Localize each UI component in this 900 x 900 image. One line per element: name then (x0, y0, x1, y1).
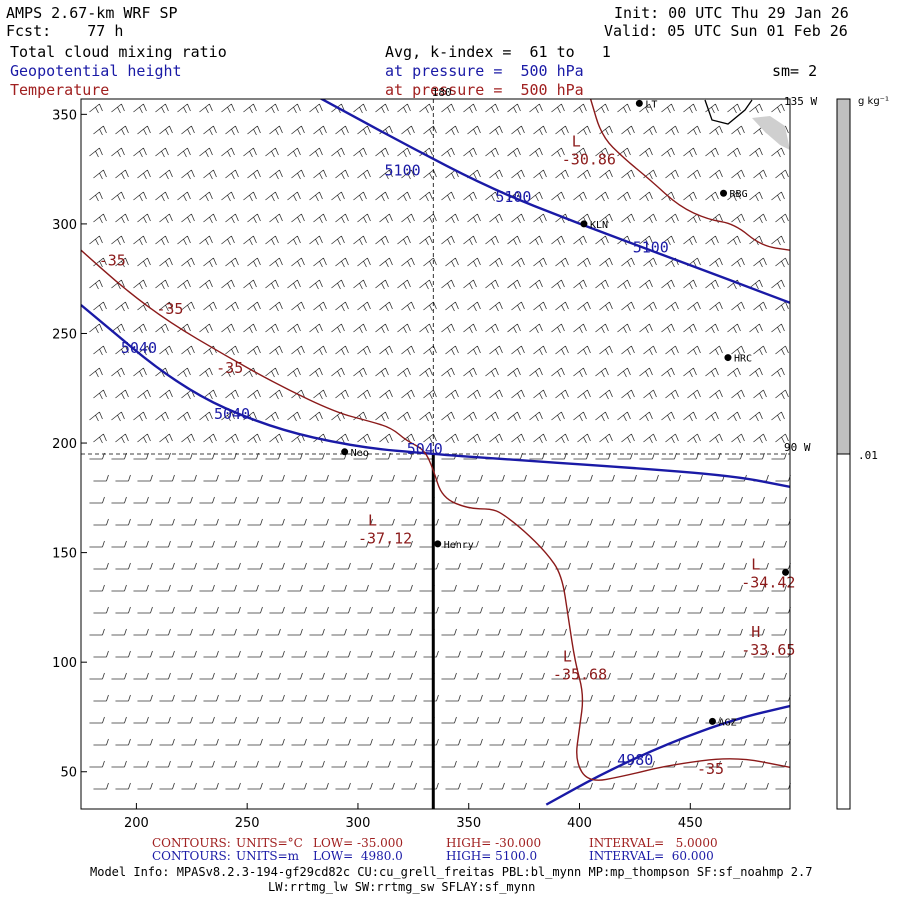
station-label: KLN (590, 220, 608, 231)
meridian-label: 180 (432, 86, 452, 99)
x-tick-label: 450 (678, 816, 703, 831)
x-tick-label: 300 (346, 816, 371, 831)
colorbar-units: g kg⁻¹ (858, 96, 889, 107)
y-tick-label: 300 (52, 218, 77, 233)
y-tick-label: 350 (52, 108, 77, 123)
height-pressure-label: at pressure = 500 hPa (385, 62, 584, 80)
field-height-label: Geopotential height (10, 62, 182, 80)
height-contour-4980 (545, 704, 790, 806)
temp-label: -35 (697, 760, 724, 778)
y-tick-label: 200 (52, 437, 77, 452)
station-markers: KLN RBG HRC Neo Henry AGZ LT (341, 99, 790, 728)
forecast-hour: Fcst: 77 h (6, 22, 124, 40)
temp-legend-contours: CONTOURS: (152, 836, 231, 850)
extremum-H-marker: H (751, 623, 760, 641)
colorbar-white (836, 453, 851, 810)
model-title: AMPS 2.67-km WRF SP (6, 4, 178, 22)
temp-contour-30 (589, 99, 790, 251)
station-label: RBG (730, 189, 748, 200)
colorbar-shaded (836, 98, 851, 455)
extremum-L-marker: L (572, 132, 581, 150)
station-label: AGZ (718, 717, 736, 728)
station-dot (580, 220, 588, 228)
station-dot (782, 568, 790, 576)
station-dot (724, 354, 732, 362)
temp-pressure-label: at pressure = 500 hPa (385, 81, 584, 99)
extremum-value: -34.42 (741, 573, 795, 591)
axis-ticks: 200 250 300 350 400 450 50 100 150 200 250 300 350 (52, 108, 703, 831)
temp-label: -35 (99, 252, 126, 270)
height-label: 5100 (495, 188, 531, 206)
temp-label: -35 (156, 300, 183, 318)
x-tick-label: 400 (567, 816, 592, 831)
temp-legend-interval: INTERVAL= 5.0000 (589, 836, 718, 850)
station-dot (708, 717, 716, 725)
x-tick-label: 200 (124, 816, 149, 831)
colorbar: g kg⁻¹ .01 (836, 96, 889, 810)
meridian-label: 90 W (784, 441, 811, 454)
height-label: 5040 (121, 339, 157, 357)
colorbar-tick-label: .01 (858, 449, 878, 462)
cloud-patch (752, 116, 790, 150)
k-index-label: Avg, k-index = 61 to 1 (385, 43, 611, 61)
cloud-shading (704, 99, 790, 150)
y-tick-label: 250 (52, 327, 77, 342)
temp-label: -35 (216, 359, 243, 377)
extremum-value: -30.86 (562, 150, 616, 168)
meridian-label: 135 W (784, 95, 817, 108)
y-tick-label: 100 (52, 656, 77, 671)
station-label: Henry (444, 540, 474, 551)
height-label: 5040 (214, 405, 250, 423)
temp-legend-low: LOW= -35.000 (313, 836, 404, 850)
height-label: 4980 (617, 751, 653, 769)
y-tick-label: 50 (60, 766, 77, 781)
contour-labels: 5100 5100 5100 5040 5040 5040 4980 -35 -35 -35 -35… (99, 132, 796, 778)
plot-frame (80, 98, 791, 810)
smoothing-label: sm= 2 (772, 62, 818, 80)
y-tick-label: 150 (52, 547, 77, 562)
extremum-L-marker: L (751, 555, 760, 573)
height-legend-contours: CONTOURS: (152, 849, 231, 863)
temp-contour-35 (81, 249, 790, 781)
x-tick-label: 250 (235, 816, 260, 831)
wind-barb-field (89, 103, 791, 790)
height-label: 5100 (633, 238, 669, 256)
station-label: HRC (734, 354, 752, 365)
temp-legend-high: HIGH= -30.000 (446, 836, 542, 850)
extremum-L-marker: L (563, 647, 572, 665)
station-dot (635, 99, 643, 107)
height-label: 5100 (385, 162, 421, 180)
model-info-line2: LW:rrtmg_lw SW:rrtmg_sw SFLAY:sf_mynn (268, 880, 536, 894)
extremum-value: -37.12 (358, 529, 412, 547)
field-cloud-label: Total cloud mixing ratio (10, 43, 227, 61)
height-legend-units: UNITS=m (236, 849, 300, 863)
height-contour-5100 (319, 99, 790, 304)
height-contour-5040 (81, 304, 790, 489)
extremum-L-marker: L (368, 511, 377, 529)
model-info: Model Info: MPASv8.2.3-194-gf29cd82c CU:… (90, 865, 813, 879)
init-time: Init: 00 UTC Thu 29 Jan 26 (614, 4, 849, 22)
wind-barbs (89, 103, 791, 790)
temperature-contours (81, 99, 790, 781)
x-tick-label: 350 (456, 816, 481, 831)
height-legend-low: LOW= 4980.0 (313, 849, 403, 863)
valid-time: Valid: 05 UTC Sun 01 Feb 26 (604, 22, 848, 40)
height-label: 5040 (407, 440, 443, 458)
station-dot (341, 448, 349, 456)
extremum-value: -35.68 (553, 665, 607, 683)
coastline (704, 99, 753, 125)
meridian-lines: 180 135 W 90 W (81, 86, 817, 809)
station-dot (434, 540, 442, 548)
station-label: LT (645, 99, 657, 110)
station-dot (720, 189, 728, 197)
temp-legend-units: UNITS=°C (236, 836, 303, 850)
height-contours (81, 99, 790, 806)
height-legend-interval: INTERVAL= 60.000 (589, 849, 714, 863)
field-temp-label: Temperature (10, 81, 110, 99)
station-label: Neo (351, 448, 369, 459)
height-legend-high: HIGH= 5100.0 (446, 849, 538, 863)
extremum-value: -33.65 (741, 641, 795, 659)
